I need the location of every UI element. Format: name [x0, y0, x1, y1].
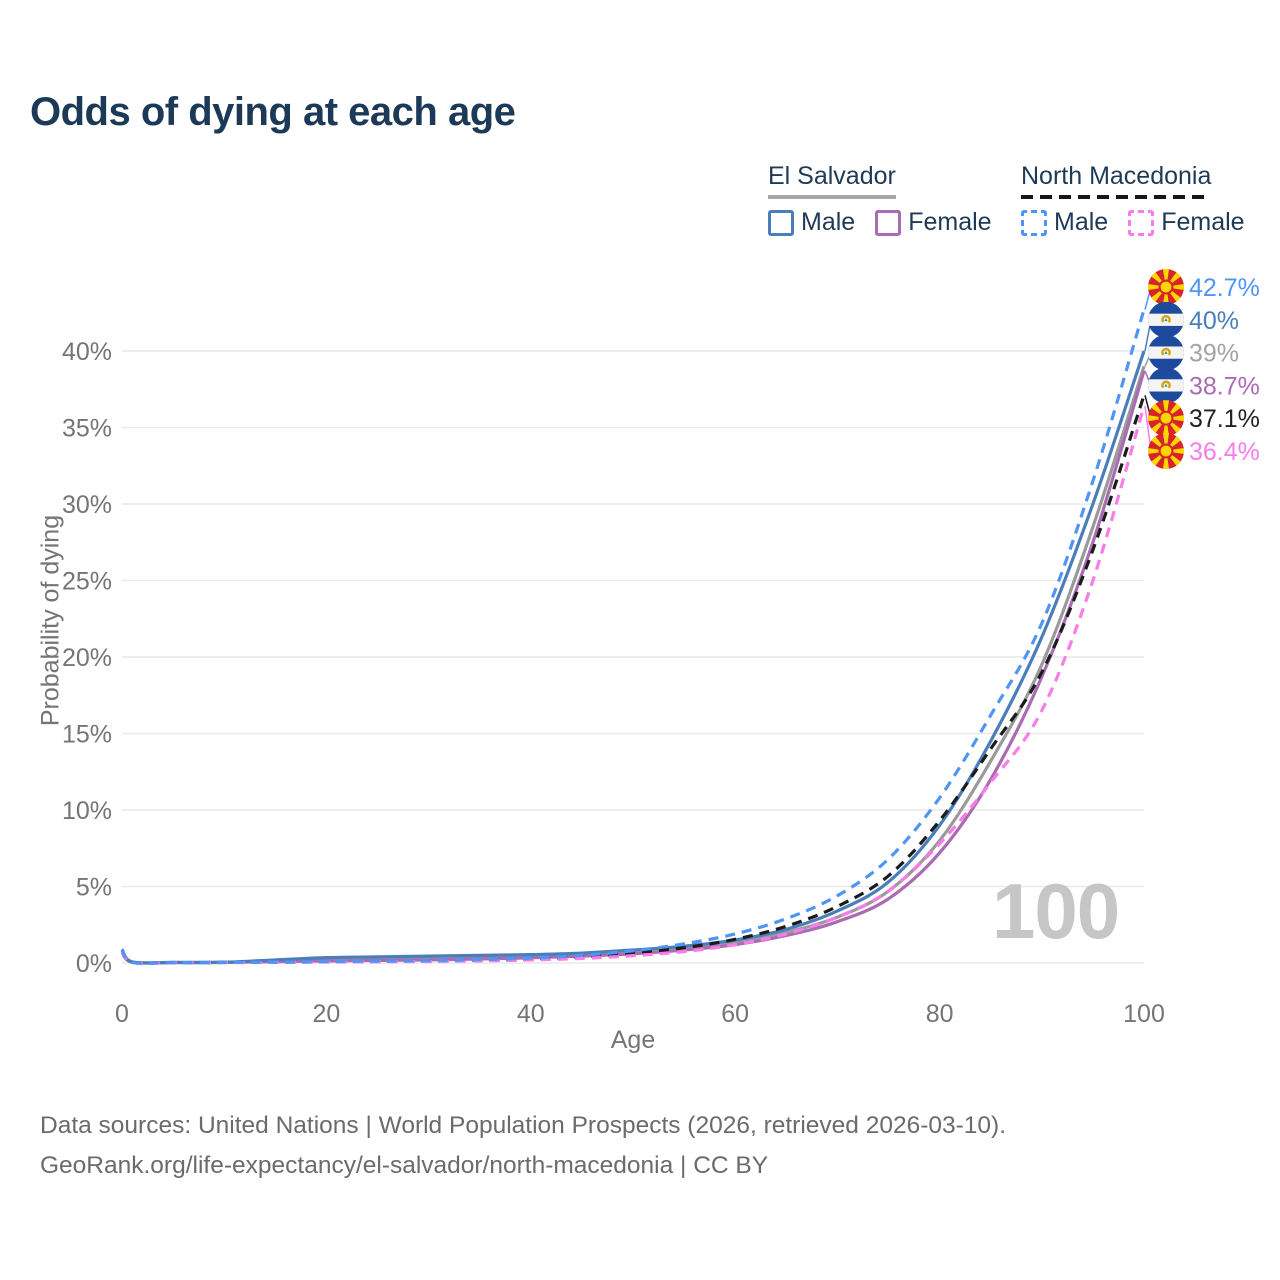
y-tick-label: 5% [76, 874, 112, 902]
y-tick-label: 25% [62, 568, 112, 596]
checkbox-icon[interactable] [1128, 209, 1155, 236]
flag-sun-ray [1169, 421, 1181, 434]
flag-emblem-wreath [1161, 380, 1171, 391]
legend-country-north-macedonia: North Macedonia [1021, 162, 1212, 199]
flag-sun-ray [1169, 290, 1181, 302]
footer: Data sources: United Nations | World Pop… [40, 1106, 1006, 1186]
hover-age-watermark: 100 [992, 867, 1120, 955]
flag-sun-ray [1151, 290, 1163, 302]
flag-sun-ray [1162, 457, 1170, 469]
flag-sun-ray [1169, 436, 1181, 448]
flag-emblem-triangle [1164, 350, 1168, 354]
x-tick-label: 0 [115, 1000, 129, 1028]
end-label-value: 42.7% [1189, 274, 1260, 302]
checkbox-icon[interactable] [768, 209, 794, 236]
series-line-nm-male[interactable] [120, 309, 1146, 965]
y-tick-label: 15% [62, 721, 112, 749]
flag-icon-north-macedonia [1148, 400, 1184, 437]
flag-sun-ray [1148, 415, 1160, 422]
legend-country-label: North Macedonia [1021, 162, 1212, 190]
x-tick-label: 20 [312, 1000, 340, 1028]
flag-sun-center [1160, 445, 1172, 457]
flag-sun-ray [1169, 454, 1181, 466]
flag-icon-el-salvador [1148, 334, 1184, 371]
end-label-value: 37.1% [1189, 405, 1260, 433]
series-line-nm-both[interactable] [120, 394, 1146, 965]
legend-item-el-salvador-male[interactable]: Male [768, 208, 855, 237]
flag-icon-el-salvador [1148, 301, 1184, 338]
series-line-nm-female[interactable] [120, 405, 1146, 965]
flag-sun-ray [1151, 421, 1163, 434]
legend-male-label: Male [801, 208, 856, 236]
y-tick-label: 40% [62, 338, 112, 366]
flag-sun-ring [1158, 443, 1174, 459]
flag-sun-ray [1151, 272, 1163, 284]
legend-female-label: Female [1161, 208, 1245, 236]
end-label-value: 38.7% [1189, 372, 1260, 400]
legend-group-el-salvador: El Salvador Male Female [768, 162, 992, 237]
flag-sun-ray [1172, 283, 1184, 291]
end-label-value: 39% [1189, 340, 1239, 368]
flag-sun-ray [1169, 272, 1181, 284]
flag-sun-ray [1162, 400, 1170, 413]
end-label-value: 36.4% [1189, 438, 1260, 466]
flag-icon-north-macedonia [1148, 269, 1184, 305]
flag-sun-ring [1158, 410, 1174, 426]
legend-item-north-macedonia-male[interactable]: Male [1021, 208, 1108, 237]
x-tick-label: 40 [517, 1000, 545, 1028]
y-tick-label: 35% [62, 415, 112, 443]
y-tick-label: 20% [62, 644, 112, 672]
legend-female-label: Female [908, 208, 992, 236]
x-tick-label: 60 [721, 1000, 749, 1028]
flag-sun-ray [1162, 269, 1170, 281]
north-macedonia-line-key [1021, 195, 1212, 199]
flag-sun-ray [1162, 433, 1170, 445]
y-axis-title: Probability of dying [36, 514, 65, 727]
footer-attribution: GeoRank.org/life-expectancy/el-salvador/… [40, 1152, 769, 1179]
legend-country-label: El Salvador [768, 162, 896, 190]
flag-sun-ring [1158, 279, 1174, 295]
x-tick-label: 80 [926, 1000, 954, 1028]
flag-icon-el-salvador [1148, 367, 1184, 404]
flag-sun-ray [1151, 403, 1163, 415]
footer-data-sources: Data sources: United Nations | World Pop… [40, 1112, 1007, 1139]
x-axis-title: Age [610, 1026, 656, 1054]
checkbox-icon[interactable] [1021, 209, 1047, 236]
flag-sun-ray [1148, 283, 1160, 291]
legend-item-el-salvador-female[interactable]: Female [875, 208, 992, 237]
series-line-sv-female[interactable] [120, 370, 1146, 965]
flag-sun-ray [1172, 415, 1184, 422]
flag-sun-ray [1169, 403, 1181, 415]
page-title: Odds of dying at each age [30, 90, 516, 134]
legend-male-label: Male [1054, 208, 1109, 236]
checkbox-icon[interactable] [875, 209, 902, 236]
el-salvador-line-key [768, 195, 896, 199]
flag-emblem-wreath [1161, 314, 1171, 325]
legend-item-north-macedonia-female[interactable]: Female [1128, 208, 1245, 237]
flag-sun-ray [1151, 436, 1163, 448]
flag-emblem-triangle [1164, 383, 1168, 387]
end-label-value: 40% [1189, 307, 1239, 335]
flag-sun-ray [1148, 447, 1160, 455]
y-tick-label: 10% [62, 797, 112, 825]
legend-country-el-salvador: El Salvador [768, 162, 896, 199]
flag-emblem-wreath [1161, 347, 1171, 358]
legend-group-north-macedonia: North Macedonia Male Female [1021, 162, 1245, 237]
flag-emblem-triangle [1164, 318, 1168, 322]
flag-sun-center [1160, 412, 1172, 424]
flag-sun-ray [1151, 454, 1163, 466]
series-line-sv-both[interactable] [120, 365, 1146, 965]
flag-icon-north-macedonia [1148, 433, 1184, 469]
y-tick-label: 30% [62, 491, 112, 519]
flag-sun-ray [1172, 447, 1184, 455]
y-tick-label: 0% [76, 950, 112, 978]
x-tick-label: 100 [1123, 1000, 1165, 1028]
flag-sun-center [1160, 281, 1172, 293]
